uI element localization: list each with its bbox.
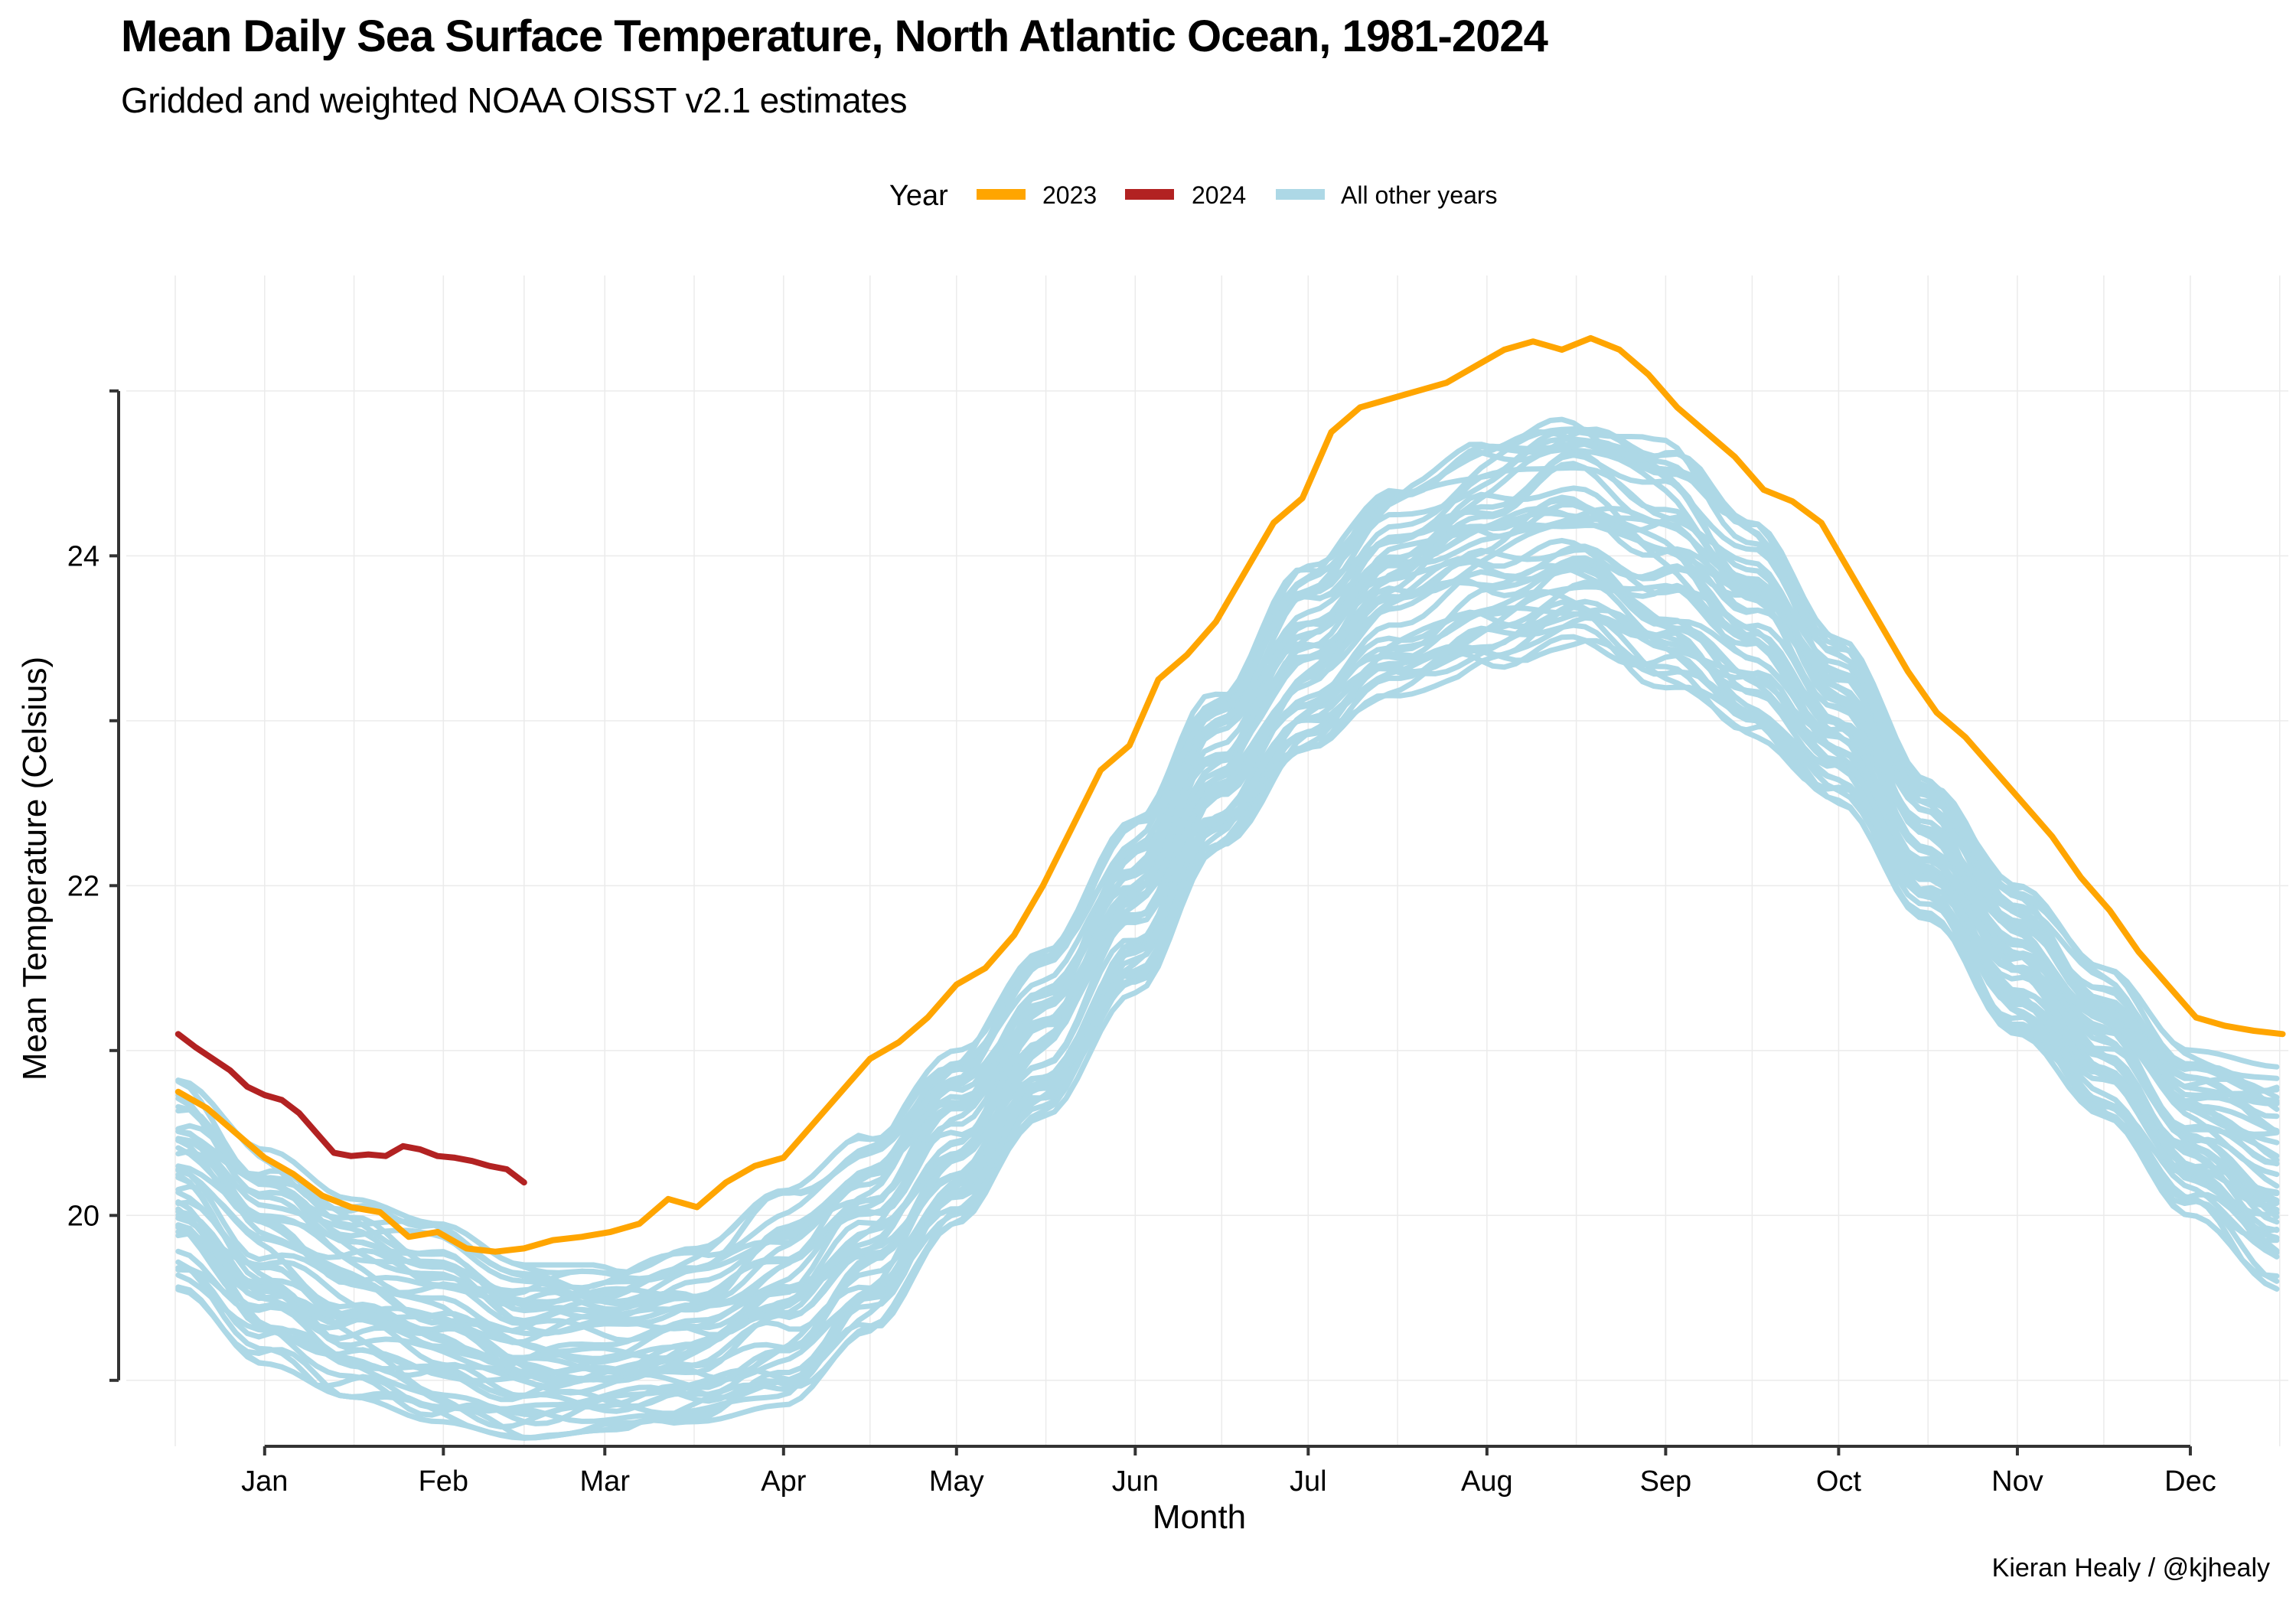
- legend-title: Year: [889, 180, 948, 212]
- legend-label: All other years: [1341, 181, 1498, 209]
- series-2023: [174, 334, 2286, 1255]
- x-tick-label-jun: Jun: [1112, 1465, 1159, 1498]
- x-tick-label-apr: Apr: [761, 1465, 806, 1498]
- x-tick-label-jul: Jul: [1290, 1465, 1327, 1498]
- x-tick-label-oct: Oct: [1816, 1465, 1862, 1498]
- caption: Kieran Healy / @kjhealy: [1991, 1553, 2270, 1583]
- x-tick-label-jan: Jan: [241, 1465, 288, 1498]
- y-tick-label: 20: [67, 1200, 99, 1232]
- series-other-years: [175, 416, 2280, 1441]
- series-line-other-year: [175, 566, 2280, 1383]
- x-axis-title: Month: [1153, 1498, 1246, 1536]
- x-tick-label-mar: Mar: [580, 1465, 631, 1498]
- series-line-2024: [174, 1031, 527, 1186]
- x-tick-label-sep: Sep: [1640, 1465, 1692, 1498]
- chart-title: Mean Daily Sea Surface Temperature, Nort…: [121, 11, 1548, 61]
- x-tick-label-dec: Dec: [2164, 1465, 2216, 1498]
- series-line-other-year: [175, 429, 2280, 1275]
- series-2024: [174, 1031, 527, 1186]
- legend-label: 2023: [1042, 181, 1097, 209]
- series-line-other-year: [175, 510, 2280, 1319]
- axes: 20 22 24 Jan Feb Mar Apr May Jun Jul Aug Sep Oct Nov D…: [67, 389, 2216, 1498]
- x-tick-label-nov: Nov: [1991, 1465, 2043, 1498]
- x-tick-label-aug: Aug: [1461, 1465, 1513, 1498]
- legend: Year 2023 2024 All other years: [889, 180, 1498, 212]
- legend-label: 2024: [1192, 181, 1246, 209]
- series-line-2023: [174, 334, 2286, 1255]
- y-tick-label: 22: [67, 870, 99, 902]
- x-tick-label-may: May: [929, 1465, 984, 1498]
- chart-subtitle: Gridded and weighted NOAA OISST v2.1 est…: [121, 80, 908, 120]
- y-axis-title: Mean Temperature (Celsius): [16, 657, 54, 1081]
- series-line-other-year: [175, 543, 2280, 1387]
- x-tick-label-feb: Feb: [419, 1465, 468, 1498]
- y-tick-label: 24: [67, 540, 99, 572]
- series-line-other-year: [175, 634, 2280, 1441]
- gridlines: [126, 275, 2288, 1446]
